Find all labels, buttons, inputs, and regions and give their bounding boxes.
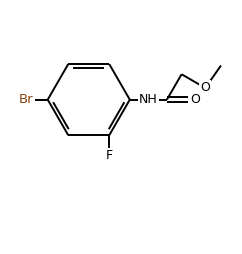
Text: O: O <box>200 81 210 94</box>
Text: NH: NH <box>139 93 158 106</box>
Text: O: O <box>190 93 200 106</box>
Text: Br: Br <box>19 93 34 106</box>
Text: F: F <box>106 149 113 162</box>
